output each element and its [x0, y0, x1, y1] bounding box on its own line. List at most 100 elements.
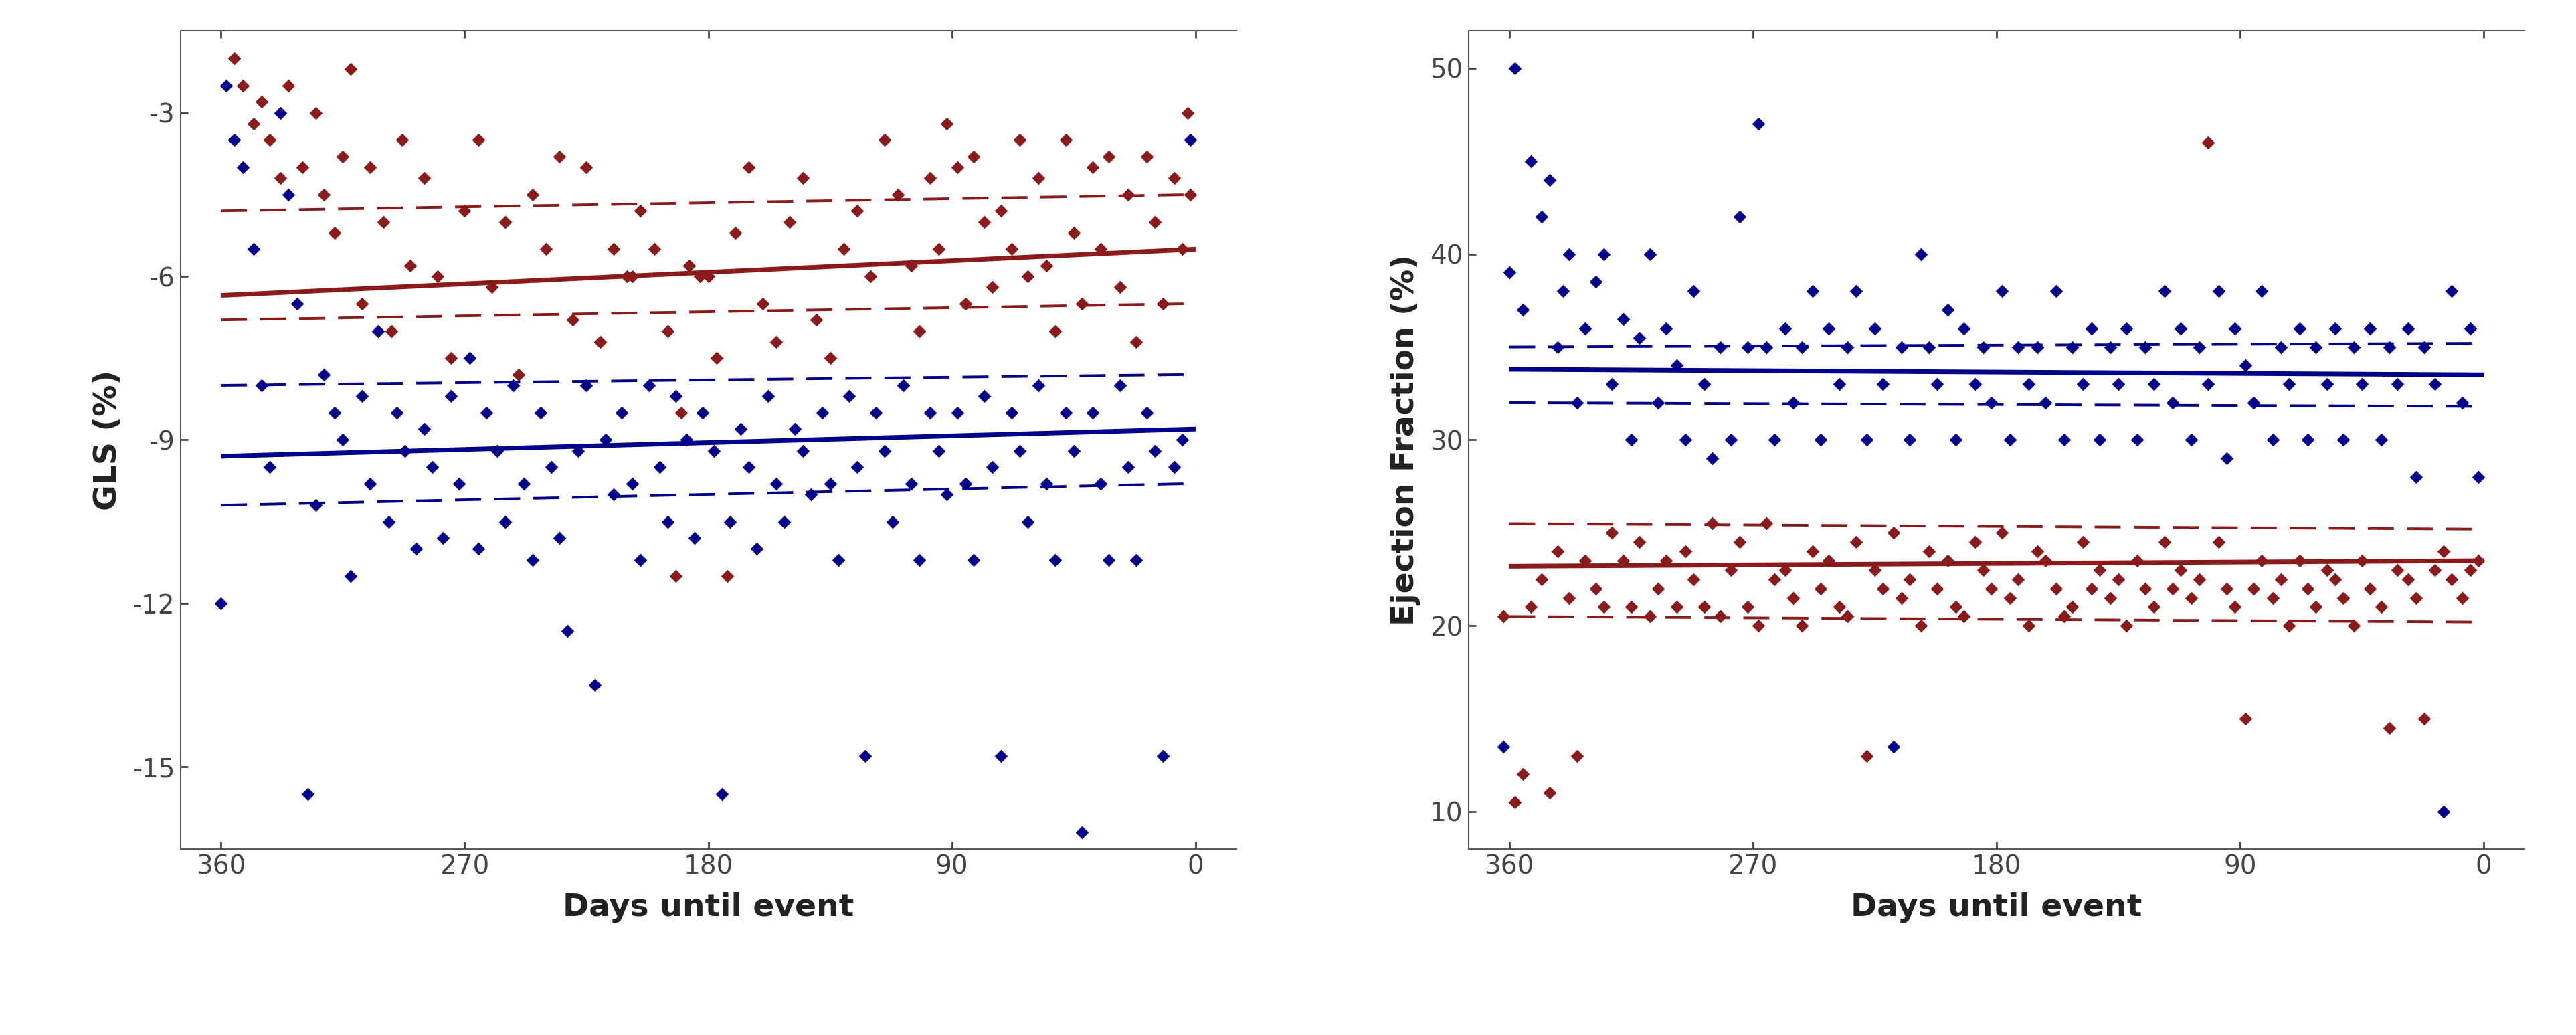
Point	[659, 405, 701, 421]
Point	[1996, 571, 2038, 588]
Point	[999, 131, 1041, 148]
Point	[2009, 376, 2050, 392]
Point	[340, 388, 381, 405]
Point	[1710, 562, 1752, 579]
Point	[1484, 738, 1525, 755]
Point	[899, 323, 940, 339]
Point	[1170, 131, 1211, 148]
Point	[1484, 609, 1525, 625]
Point	[979, 747, 1020, 764]
Point	[574, 677, 616, 693]
Point	[1510, 599, 1551, 616]
Point	[1646, 553, 1687, 569]
Point	[945, 295, 987, 312]
Point	[953, 552, 994, 568]
Point	[1033, 323, 1074, 339]
Point	[2403, 710, 2445, 727]
X-axis label: Days until event: Days until event	[562, 893, 853, 923]
Point	[2187, 376, 2228, 392]
Point	[796, 312, 837, 328]
Point	[1873, 525, 1914, 541]
Point	[2342, 376, 2383, 392]
Point	[1610, 432, 1651, 448]
Point	[1664, 432, 1705, 448]
Point	[917, 443, 958, 460]
Point	[1530, 785, 1571, 801]
Point	[2063, 376, 2105, 392]
Point	[1033, 552, 1074, 568]
Point	[2050, 599, 2092, 616]
Point	[696, 350, 737, 366]
Point	[1556, 394, 1597, 411]
Point	[708, 513, 750, 530]
Point	[1862, 581, 1904, 597]
Point	[2233, 581, 2275, 597]
Point	[2287, 432, 2329, 448]
Point	[513, 186, 554, 203]
Point	[1538, 338, 1579, 355]
Point	[2035, 283, 2076, 299]
Point	[2151, 581, 2192, 597]
Point	[1765, 320, 1806, 336]
Point	[430, 388, 471, 405]
Point	[621, 552, 662, 568]
Point	[2334, 618, 2375, 634]
Point	[963, 213, 1005, 230]
Point	[459, 131, 500, 148]
Point	[884, 377, 925, 393]
Point	[2105, 618, 2146, 634]
Point	[1989, 590, 2030, 607]
Point	[296, 105, 337, 121]
Point	[1826, 609, 1868, 625]
Point	[2089, 590, 2130, 607]
Point	[2172, 590, 2213, 607]
Point	[2117, 432, 2159, 448]
Point	[845, 747, 886, 764]
Point	[639, 459, 680, 475]
Point	[1108, 186, 1149, 203]
Point	[2161, 320, 2202, 336]
Point	[363, 213, 404, 230]
Point	[242, 377, 283, 393]
Point	[1692, 450, 1734, 467]
Point	[497, 366, 538, 383]
Point	[1971, 394, 2012, 411]
Point	[1801, 581, 1842, 597]
Point	[1834, 283, 1875, 299]
Point	[2442, 590, 2483, 607]
Point	[1793, 543, 1834, 560]
Point	[1494, 60, 1535, 77]
Point	[526, 241, 567, 258]
Point	[2097, 571, 2138, 588]
Point	[701, 786, 742, 802]
Point	[1847, 432, 1888, 448]
Point	[1989, 432, 2030, 448]
Point	[729, 159, 770, 176]
Point	[1054, 225, 1095, 241]
Point	[999, 443, 1041, 460]
Point	[2009, 618, 2050, 634]
Point	[1502, 766, 1543, 782]
Point	[389, 257, 430, 273]
Point	[2043, 609, 2084, 625]
Point	[2388, 571, 2429, 588]
Point	[783, 443, 824, 460]
Point	[1672, 283, 1713, 299]
Point	[1901, 245, 1942, 262]
Point	[1917, 376, 1958, 392]
Point	[1935, 599, 1976, 616]
Point	[1917, 581, 1958, 597]
Point	[404, 170, 446, 186]
Point	[1927, 301, 1968, 318]
Point	[2432, 283, 2473, 299]
Point	[513, 552, 554, 568]
Point	[855, 405, 896, 421]
Point	[260, 170, 301, 186]
Point	[2367, 338, 2409, 355]
Point	[1079, 241, 1121, 258]
Point	[2360, 432, 2401, 448]
Point	[1007, 268, 1048, 285]
Point	[737, 540, 778, 557]
Point	[1726, 338, 1767, 355]
Point	[268, 186, 309, 203]
